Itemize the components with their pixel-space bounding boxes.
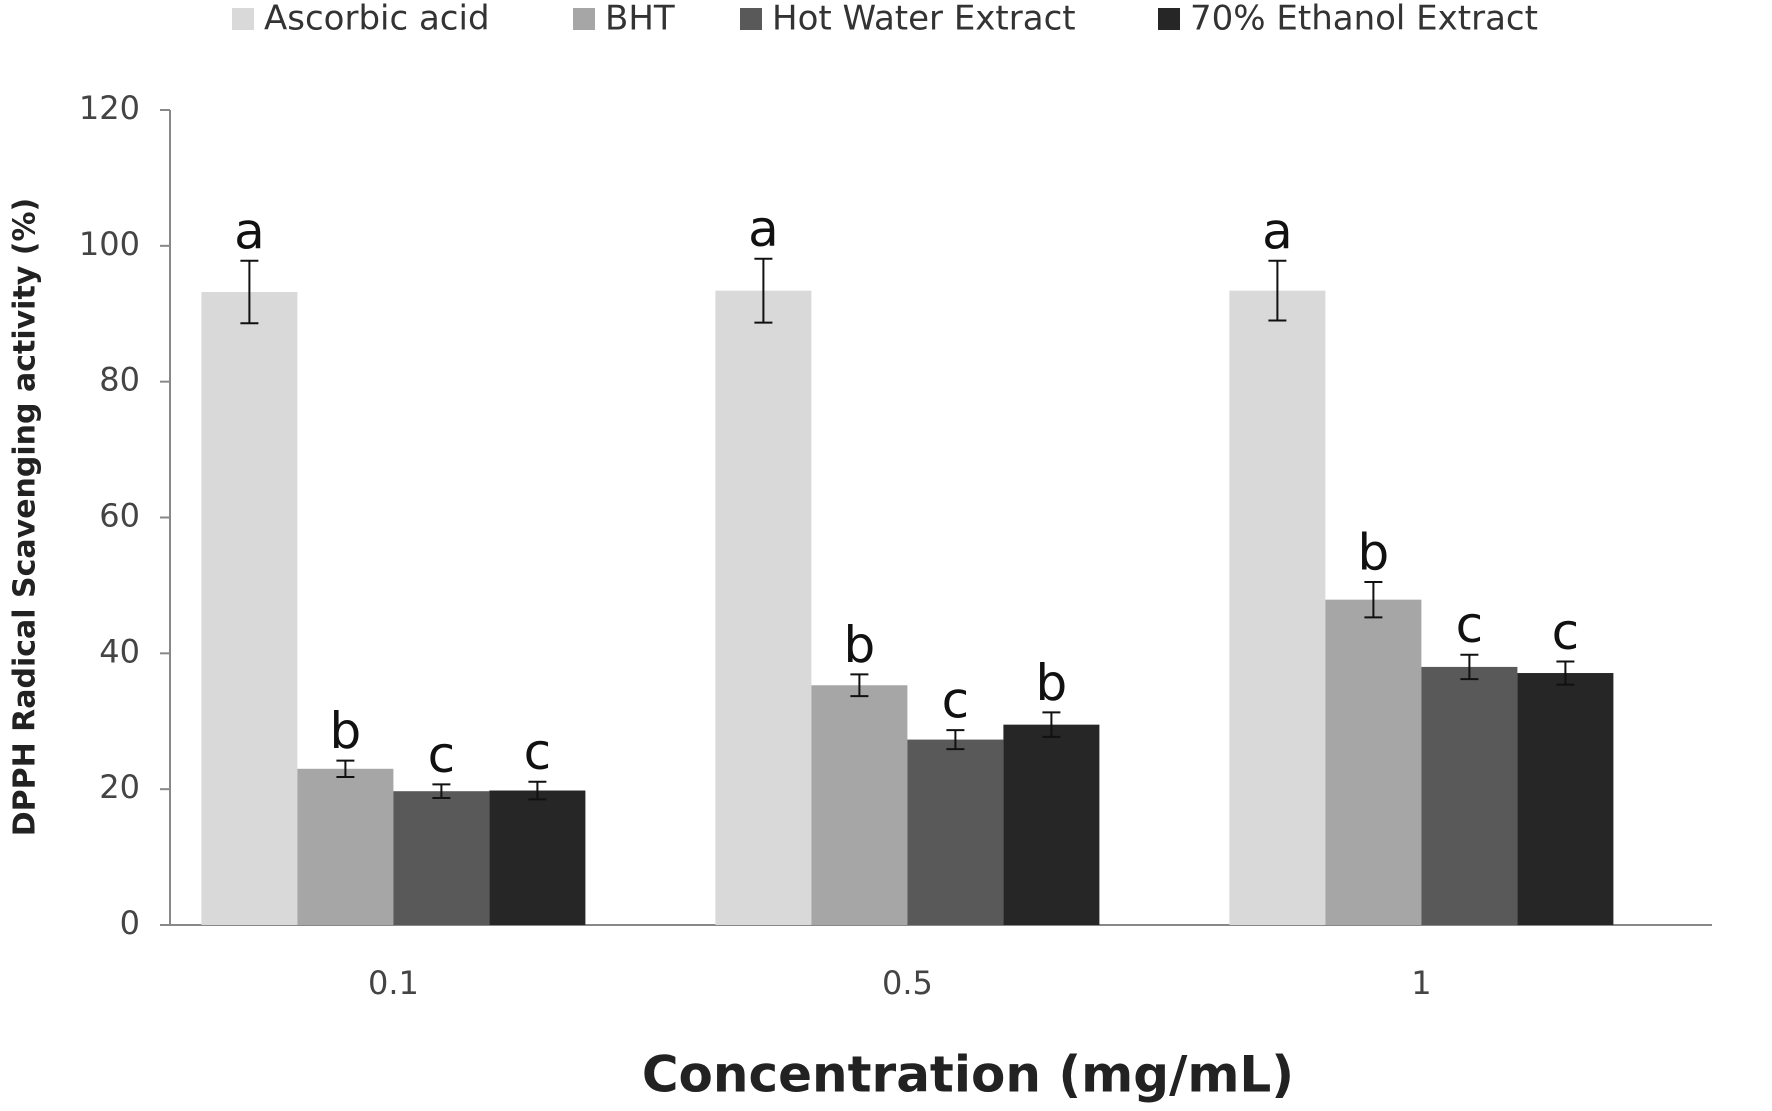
- y-tick-label: 20: [99, 768, 140, 806]
- significance-label: c: [1456, 596, 1484, 654]
- error-bar: [1042, 711, 1061, 738]
- legend-swatch: [1158, 8, 1180, 30]
- x-tick-label: 1: [1411, 964, 1431, 1002]
- bar: [1003, 724, 1100, 925]
- bar: [715, 290, 812, 925]
- y-tick-label: 60: [99, 497, 140, 535]
- error-bar: [850, 673, 869, 698]
- error-bar: [946, 729, 965, 751]
- significance-label: c: [428, 726, 456, 784]
- legend-label: BHT: [605, 0, 675, 39]
- legend-swatch: [740, 8, 762, 30]
- legend-swatch: [232, 8, 254, 30]
- x-axis-title: Concentration (mg/mL): [642, 1046, 1294, 1104]
- significance-label: a: [1262, 202, 1293, 260]
- significance-label: b: [844, 616, 876, 674]
- significance-label: b: [330, 702, 362, 760]
- bar: [201, 292, 298, 925]
- x-tick-label: 0.5: [882, 964, 933, 1002]
- legend-label: 70% Ethanol Extract: [1190, 0, 1538, 39]
- error-bar: [1556, 660, 1575, 686]
- significance-label: a: [234, 202, 265, 260]
- bar: [811, 685, 908, 925]
- error-bar: [240, 259, 259, 325]
- error-bar: [432, 783, 451, 799]
- y-tick-label: 0: [120, 904, 140, 942]
- bar: [393, 791, 490, 925]
- significance-label: a: [748, 200, 779, 258]
- y-tick-label: 120: [79, 89, 140, 127]
- error-bar: [528, 780, 547, 801]
- y-tick-label: 40: [99, 632, 140, 670]
- error-bar: [754, 257, 773, 324]
- bar: [1229, 290, 1326, 925]
- bar: [489, 790, 586, 925]
- bar: [1421, 666, 1518, 925]
- significance-label: c: [942, 672, 970, 730]
- error-bar: [336, 759, 355, 778]
- bar: [297, 768, 394, 925]
- error-bar: [1268, 259, 1287, 322]
- y-axis-title: DPPH Radical Scavenging activity (%): [8, 198, 43, 837]
- x-tick-label: 0.1: [368, 964, 419, 1002]
- error-bar: [1460, 653, 1479, 681]
- y-tick-label: 100: [79, 225, 140, 263]
- legend-label: Ascorbic acid: [264, 0, 490, 39]
- significance-label: b: [1036, 654, 1068, 712]
- bar: [1517, 673, 1614, 925]
- bar: [1325, 599, 1422, 925]
- significance-label: b: [1358, 524, 1390, 582]
- legend-label: Hot Water Extract: [772, 0, 1076, 39]
- significance-label: c: [1552, 603, 1580, 661]
- y-tick-label: 80: [99, 361, 140, 399]
- legend-swatch: [573, 8, 595, 30]
- error-bar: [1364, 581, 1383, 619]
- bar: [907, 739, 1004, 925]
- significance-label: c: [524, 723, 552, 781]
